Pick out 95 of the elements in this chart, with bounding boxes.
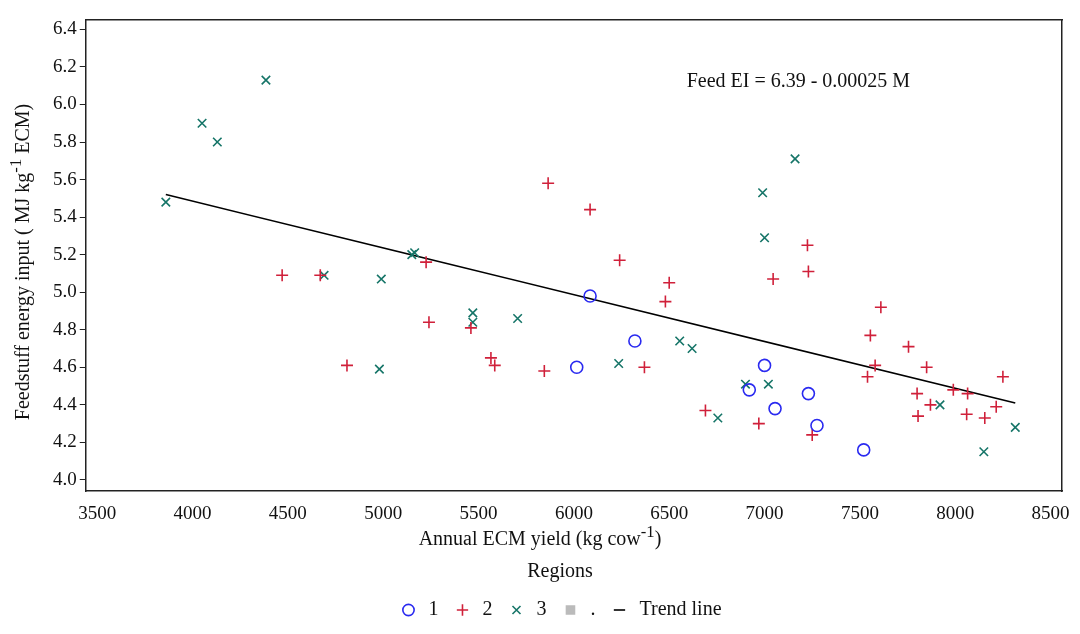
- x-tick-label: 3500: [78, 501, 117, 523]
- point: [977, 411, 992, 425]
- point: [1010, 422, 1021, 433]
- legend-label: Trend line: [639, 597, 722, 620]
- y-tick-label: 4.0: [53, 467, 77, 489]
- point: [687, 343, 698, 354]
- point: [801, 264, 816, 279]
- legend-label: 1: [428, 597, 439, 620]
- x-tick-label: 7000: [745, 501, 784, 523]
- point: [376, 274, 387, 285]
- x-tick-label: 6000: [554, 501, 593, 523]
- annotation: Feed EI = 6.39 - 0.00025 M: [686, 69, 911, 92]
- point: [901, 339, 916, 354]
- point: [742, 383, 757, 397]
- point: [790, 153, 801, 164]
- point: [537, 364, 552, 378]
- y-tick-label: 5.4: [53, 205, 78, 227]
- y-tick-label: 4.8: [53, 317, 77, 339]
- point: [919, 360, 934, 375]
- point: [800, 238, 815, 253]
- point: [874, 300, 888, 315]
- x-axis-title: Annual ECM yield (kg cow$^{-1}$): [417, 522, 663, 550]
- x-tick-label: 6500: [650, 501, 689, 523]
- x-tick-label: 7500: [840, 501, 879, 523]
- point: [613, 358, 624, 369]
- point: [801, 386, 816, 401]
- point: [996, 369, 1010, 384]
- point: [313, 268, 328, 283]
- point: [910, 386, 924, 401]
- point: [637, 360, 652, 375]
- point: [275, 268, 289, 283]
- point: [757, 187, 768, 198]
- y-tick-label: 4.2: [53, 430, 77, 452]
- point: [569, 360, 584, 375]
- point: [740, 379, 751, 390]
- point: [541, 176, 555, 191]
- x-tick-label: 4000: [173, 501, 212, 523]
- point: [422, 315, 436, 330]
- point: [959, 407, 974, 422]
- point: [911, 409, 925, 423]
- legend-label: .: [590, 597, 596, 620]
- point: [583, 289, 597, 303]
- point: [766, 272, 780, 286]
- point: [612, 253, 627, 268]
- point: [759, 232, 770, 243]
- point: [662, 276, 677, 290]
- x-tick-label: 8500: [1031, 501, 1070, 523]
- point: [698, 403, 713, 418]
- point: [860, 369, 875, 384]
- legend-label: 3: [536, 597, 547, 620]
- point: [160, 197, 171, 208]
- point: [805, 428, 820, 442]
- y-tick-label: 5.6: [53, 167, 77, 189]
- point: [658, 294, 673, 309]
- point: [419, 255, 433, 269]
- point: [763, 379, 774, 390]
- point: [628, 334, 642, 348]
- x-tick-label: 5000: [364, 501, 403, 523]
- x-tick-label: 5500: [459, 501, 498, 523]
- point: [512, 313, 523, 324]
- point: [340, 358, 354, 373]
- point: [583, 202, 597, 217]
- point: [374, 364, 385, 375]
- point: [464, 321, 478, 335]
- point: [712, 412, 723, 424]
- legend-title: Regions: [527, 559, 593, 583]
- point: [989, 399, 1004, 414]
- point: [260, 75, 271, 86]
- point: [946, 383, 961, 397]
- x-tick-label: 4500: [268, 501, 307, 523]
- x-tick-label: 8000: [936, 501, 975, 523]
- point: [978, 446, 989, 457]
- point: [212, 136, 223, 148]
- y-tick-label: 5.8: [53, 130, 77, 152]
- point: [674, 335, 685, 347]
- point: [810, 418, 824, 433]
- point: [923, 398, 938, 412]
- point: [197, 118, 208, 129]
- point: [863, 328, 878, 343]
- y-tick-label: 6.0: [53, 92, 77, 114]
- point: [757, 358, 772, 373]
- point: [934, 399, 946, 410]
- y-tick-label: 4.6: [53, 355, 77, 377]
- y-tick-label: 5.2: [53, 242, 77, 264]
- point: [868, 358, 882, 373]
- point: [319, 270, 330, 281]
- y-tick-label: 5.0: [53, 280, 77, 302]
- y-tick-label: 4.4: [53, 392, 78, 414]
- point: [768, 401, 782, 416]
- point: [752, 416, 766, 431]
- point: [960, 386, 975, 401]
- y-tick-label: 6.2: [53, 54, 77, 76]
- point: [856, 443, 871, 457]
- legend-label: 2: [482, 597, 493, 620]
- y-tick-label: 6.4: [53, 17, 78, 39]
